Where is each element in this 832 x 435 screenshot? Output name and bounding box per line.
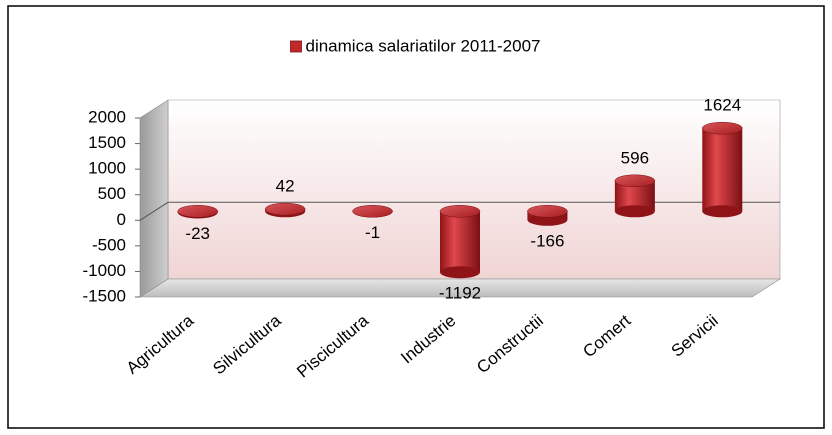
data-label: -1192 <box>439 284 481 303</box>
y-tick-label: -1000 <box>83 261 126 280</box>
legend-label: dinamica salariatilor 2011-2007 <box>306 36 541 55</box>
cylinder-base <box>702 205 742 217</box>
cylinder-base <box>615 205 655 217</box>
data-label: 596 <box>621 148 649 167</box>
cylinder-cap <box>440 205 480 217</box>
cylinder-base <box>440 266 480 278</box>
data-label: 1624 <box>703 96 741 115</box>
cylinder <box>353 205 393 217</box>
cylinder-body <box>702 128 742 211</box>
y-tick-label: 500 <box>98 184 126 203</box>
data-label: 42 <box>276 177 295 196</box>
data-label: -166 <box>530 231 564 250</box>
cylinder-cap <box>353 205 393 217</box>
cylinder <box>702 122 742 217</box>
cylinder <box>265 203 305 217</box>
cylinder-cap <box>615 175 655 187</box>
cylinder <box>178 205 218 218</box>
cylinder <box>615 175 655 217</box>
y-tick-label: 2000 <box>88 107 126 126</box>
data-label: -23 <box>185 224 210 243</box>
y-tick-label: 1500 <box>88 133 126 152</box>
y-tick-label: 1000 <box>88 159 126 178</box>
cylinder-cap <box>702 122 742 134</box>
cylinder-cap <box>265 203 305 215</box>
cylinder <box>527 205 567 225</box>
legend-swatch <box>291 41 302 52</box>
cylinder-cap <box>527 205 567 217</box>
cylinder-body <box>440 211 480 272</box>
y-tick-label: -1500 <box>83 286 126 305</box>
cylinder-cap <box>178 205 218 217</box>
y-tick-label: 0 <box>117 210 126 229</box>
data-label: -1 <box>365 223 380 242</box>
cylinder <box>440 205 480 278</box>
side-wall <box>140 100 168 297</box>
y-tick-label: -500 <box>92 235 126 254</box>
